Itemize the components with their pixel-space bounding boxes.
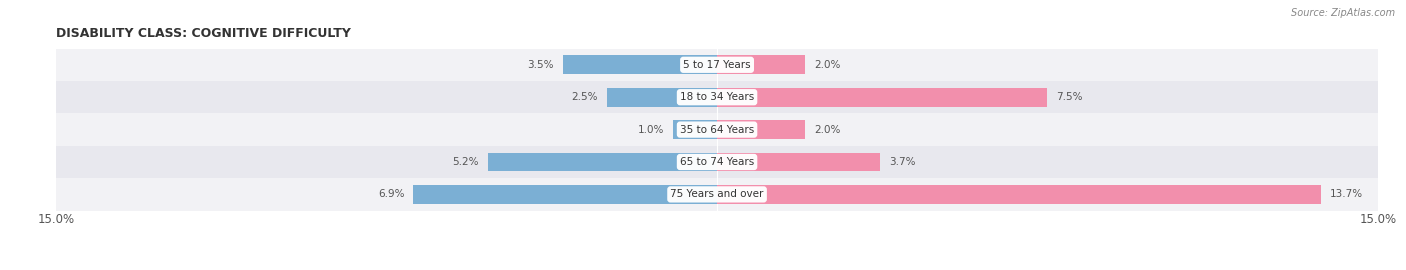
Bar — [717, 88, 1047, 107]
Bar — [717, 185, 1320, 204]
Text: 1.0%: 1.0% — [638, 124, 664, 135]
Bar — [56, 113, 1378, 146]
Text: 18 to 34 Years: 18 to 34 Years — [681, 92, 754, 102]
Text: 5 to 17 Years: 5 to 17 Years — [683, 60, 751, 70]
Text: 7.5%: 7.5% — [1056, 92, 1083, 102]
Text: Source: ZipAtlas.com: Source: ZipAtlas.com — [1291, 8, 1395, 18]
Text: 65 to 74 Years: 65 to 74 Years — [681, 157, 754, 167]
Text: 75 Years and over: 75 Years and over — [671, 189, 763, 200]
Bar — [413, 185, 717, 204]
Bar — [56, 81, 1378, 113]
Text: DISABILITY CLASS: COGNITIVE DIFFICULTY: DISABILITY CLASS: COGNITIVE DIFFICULTY — [56, 28, 352, 40]
Text: 3.5%: 3.5% — [527, 60, 554, 70]
Bar — [56, 49, 1378, 81]
Legend: Male, Female: Male, Female — [648, 266, 786, 270]
Text: 2.0%: 2.0% — [814, 60, 841, 70]
Bar — [562, 55, 717, 74]
Text: 13.7%: 13.7% — [1330, 189, 1362, 200]
Bar — [717, 120, 806, 139]
Text: 2.5%: 2.5% — [572, 92, 598, 102]
Text: 6.9%: 6.9% — [378, 189, 405, 200]
Bar — [488, 153, 717, 171]
Bar — [717, 153, 880, 171]
Bar — [56, 178, 1378, 211]
Bar — [56, 146, 1378, 178]
Text: 35 to 64 Years: 35 to 64 Years — [681, 124, 754, 135]
Text: 3.7%: 3.7% — [889, 157, 915, 167]
Text: 2.0%: 2.0% — [814, 124, 841, 135]
Bar — [717, 55, 806, 74]
Bar — [607, 88, 717, 107]
Text: 5.2%: 5.2% — [453, 157, 479, 167]
Bar — [673, 120, 717, 139]
